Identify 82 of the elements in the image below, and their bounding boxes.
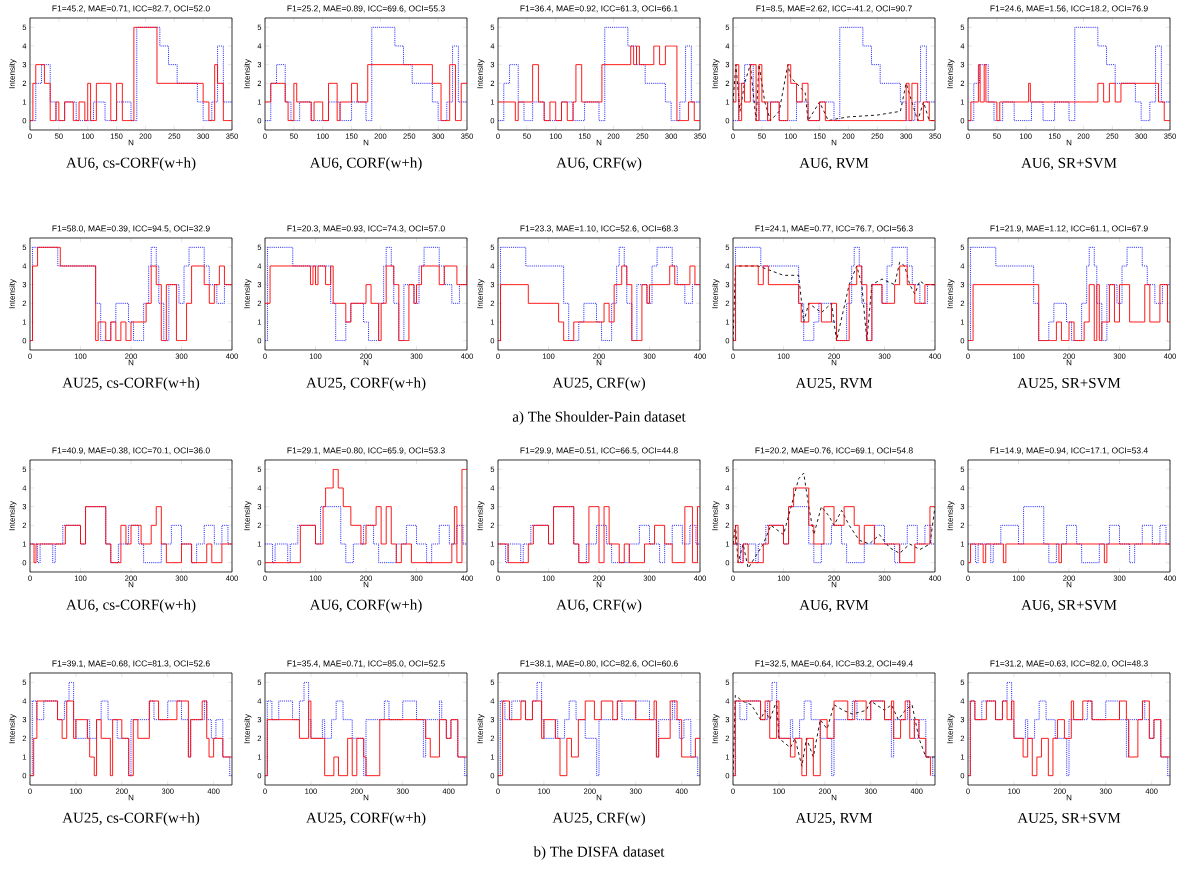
y-axis-title: Intensity: [946, 501, 955, 531]
y-axis-title: Intensity: [711, 714, 720, 744]
text: AU25, cs-CORF(w+h): [62, 812, 200, 826]
x-axis-title: N: [128, 794, 134, 801]
chart-title: F1=32.5, MAE=0.64, ICC=83.2, OCI=49.4: [755, 660, 913, 668]
x-axis-title: N: [128, 139, 134, 146]
chart-title: F1=29.1, MAE=0.80, ICC=65.9, OCI=53.3: [287, 447, 445, 455]
chart-title: F1=38.1, MAE=0.80, ICC=82.6, OCI=60.6: [520, 660, 678, 668]
y-axis-title: Intensity: [243, 501, 252, 531]
y-axis-title: Intensity: [8, 714, 17, 744]
y-axis-title: Intensity: [711, 501, 720, 531]
chart-title: F1=39.1, MAE=0.68, ICC=81.3, OCI=52.6: [52, 660, 210, 668]
text: AU6, CORF(w+h): [309, 157, 422, 171]
y-axis-title: Intensity: [946, 714, 955, 744]
x-axis-title: N: [831, 794, 837, 801]
x-axis-title: N: [831, 581, 837, 588]
text: AU25, RVM: [795, 812, 873, 826]
text: AU6, CORF(w+h): [309, 599, 422, 613]
x-axis-title: N: [363, 359, 369, 366]
x-axis-title: N: [596, 794, 602, 801]
x-axis-title: N: [1066, 139, 1072, 146]
chart-title: F1=58.0, MAE=0.39, ICC=94.5, OCI=32.9: [52, 225, 210, 233]
chart-title: F1=23.3, MAE=1.10, ICC=52.6, OCI=68.3: [520, 225, 678, 233]
text: b) The DISFA dataset: [533, 846, 665, 860]
text: AU25, CRF(w): [552, 812, 645, 826]
chart-title: F1=45.2, MAE=0.71, ICC=82.7, OCI=52.0: [52, 5, 210, 13]
x-axis-title: N: [363, 581, 369, 588]
text: AU25, SR+SVM: [1017, 377, 1121, 391]
text: AU25, RVM: [795, 377, 873, 391]
y-axis-title: Intensity: [243, 714, 252, 744]
x-axis-title: N: [831, 359, 837, 366]
text: AU25, CORF(w+h): [306, 377, 426, 391]
chart-title: F1=24.1, MAE=0.77, ICC=76.7, OCI=56.3: [755, 225, 913, 233]
y-axis-title: Intensity: [8, 279, 17, 309]
x-axis-title: N: [128, 581, 134, 588]
y-axis-title: Intensity: [8, 59, 17, 89]
text: AU25, SR+SVM: [1017, 812, 1121, 826]
chart-title: F1=36.4, MAE=0.92, ICC=61.3, OCI=66.1: [520, 5, 678, 13]
x-axis-title: N: [596, 359, 602, 366]
x-axis-title: N: [363, 139, 369, 146]
x-axis-title: N: [128, 359, 134, 366]
x-axis-title: N: [1066, 794, 1072, 801]
chart-title: F1=35.4, MAE=0.71, ICC=85.0, OCI=52.5: [287, 660, 445, 668]
y-axis-title: Intensity: [243, 279, 252, 309]
text: AU25, cs-CORF(w+h): [62, 377, 200, 391]
y-axis-title: Intensity: [711, 279, 720, 309]
chart-title: F1=29.9, MAE=0.51, ICC=66.5, OCI=44.8: [520, 447, 678, 455]
text: a) The Shoulder-Pain dataset: [512, 411, 686, 425]
x-axis-title: N: [596, 581, 602, 588]
x-axis-title: N: [596, 139, 602, 146]
y-axis-title: Intensity: [8, 501, 17, 531]
chart-title: F1=40.9, MAE=0.38, ICC=70.1, OCI=36.0: [52, 447, 210, 455]
text: AU25, CORF(w+h): [306, 812, 426, 826]
x-axis-title: N: [1066, 359, 1072, 366]
y-axis-title: Intensity: [946, 279, 955, 309]
text: AU6, SR+SVM: [1021, 599, 1117, 613]
text: AU6, SR+SVM: [1021, 157, 1117, 171]
y-axis-title: Intensity: [476, 501, 485, 531]
text: AU6, cs-CORF(w+h): [66, 599, 196, 613]
chart-title: F1=25.2, MAE=0.89, ICC=69.6, OCI=55.3: [287, 5, 445, 13]
y-axis-title: Intensity: [476, 59, 485, 89]
text: AU25, CRF(w): [552, 377, 645, 391]
x-axis-title: N: [363, 794, 369, 801]
chart-title: F1=20.3, MAE=0.93, ICC=74.3, OCI=57.0: [287, 225, 445, 233]
chart-title: F1=31.2, MAE=0.63, ICC=82.0, OCI=48.3: [990, 660, 1148, 668]
text: AU6, cs-CORF(w+h): [66, 157, 196, 171]
text: AU6, RVM: [799, 599, 869, 613]
y-axis-title: Intensity: [711, 59, 720, 89]
chart-title: F1=20.2, MAE=0.76, ICC=69.1, OCI=54.8: [755, 447, 913, 455]
y-axis-title: Intensity: [946, 59, 955, 89]
text: AU6, RVM: [799, 157, 869, 171]
text: AU6, CRF(w): [556, 157, 642, 171]
text: AU6, CRF(w): [556, 599, 642, 613]
chart-title: F1=24.6, MAE=1.56, ICC=18.2, OCI=76.9: [990, 5, 1148, 13]
y-axis-title: Intensity: [476, 714, 485, 744]
chart-title: F1=8.5, MAE=2.62, ICC=-41.2, OCI=90.7: [756, 5, 912, 13]
chart-title: F1=21.9, MAE=1.12, ICC=61.1, OCI=67.9: [990, 225, 1148, 233]
y-axis-title: Intensity: [243, 59, 252, 89]
chart-title: F1=14.9, MAE=0.94, ICC=17.1, OCI=53.4: [990, 447, 1148, 455]
x-axis-title: N: [1066, 581, 1072, 588]
y-axis-title: Intensity: [476, 279, 485, 309]
x-axis-title: N: [831, 139, 837, 146]
